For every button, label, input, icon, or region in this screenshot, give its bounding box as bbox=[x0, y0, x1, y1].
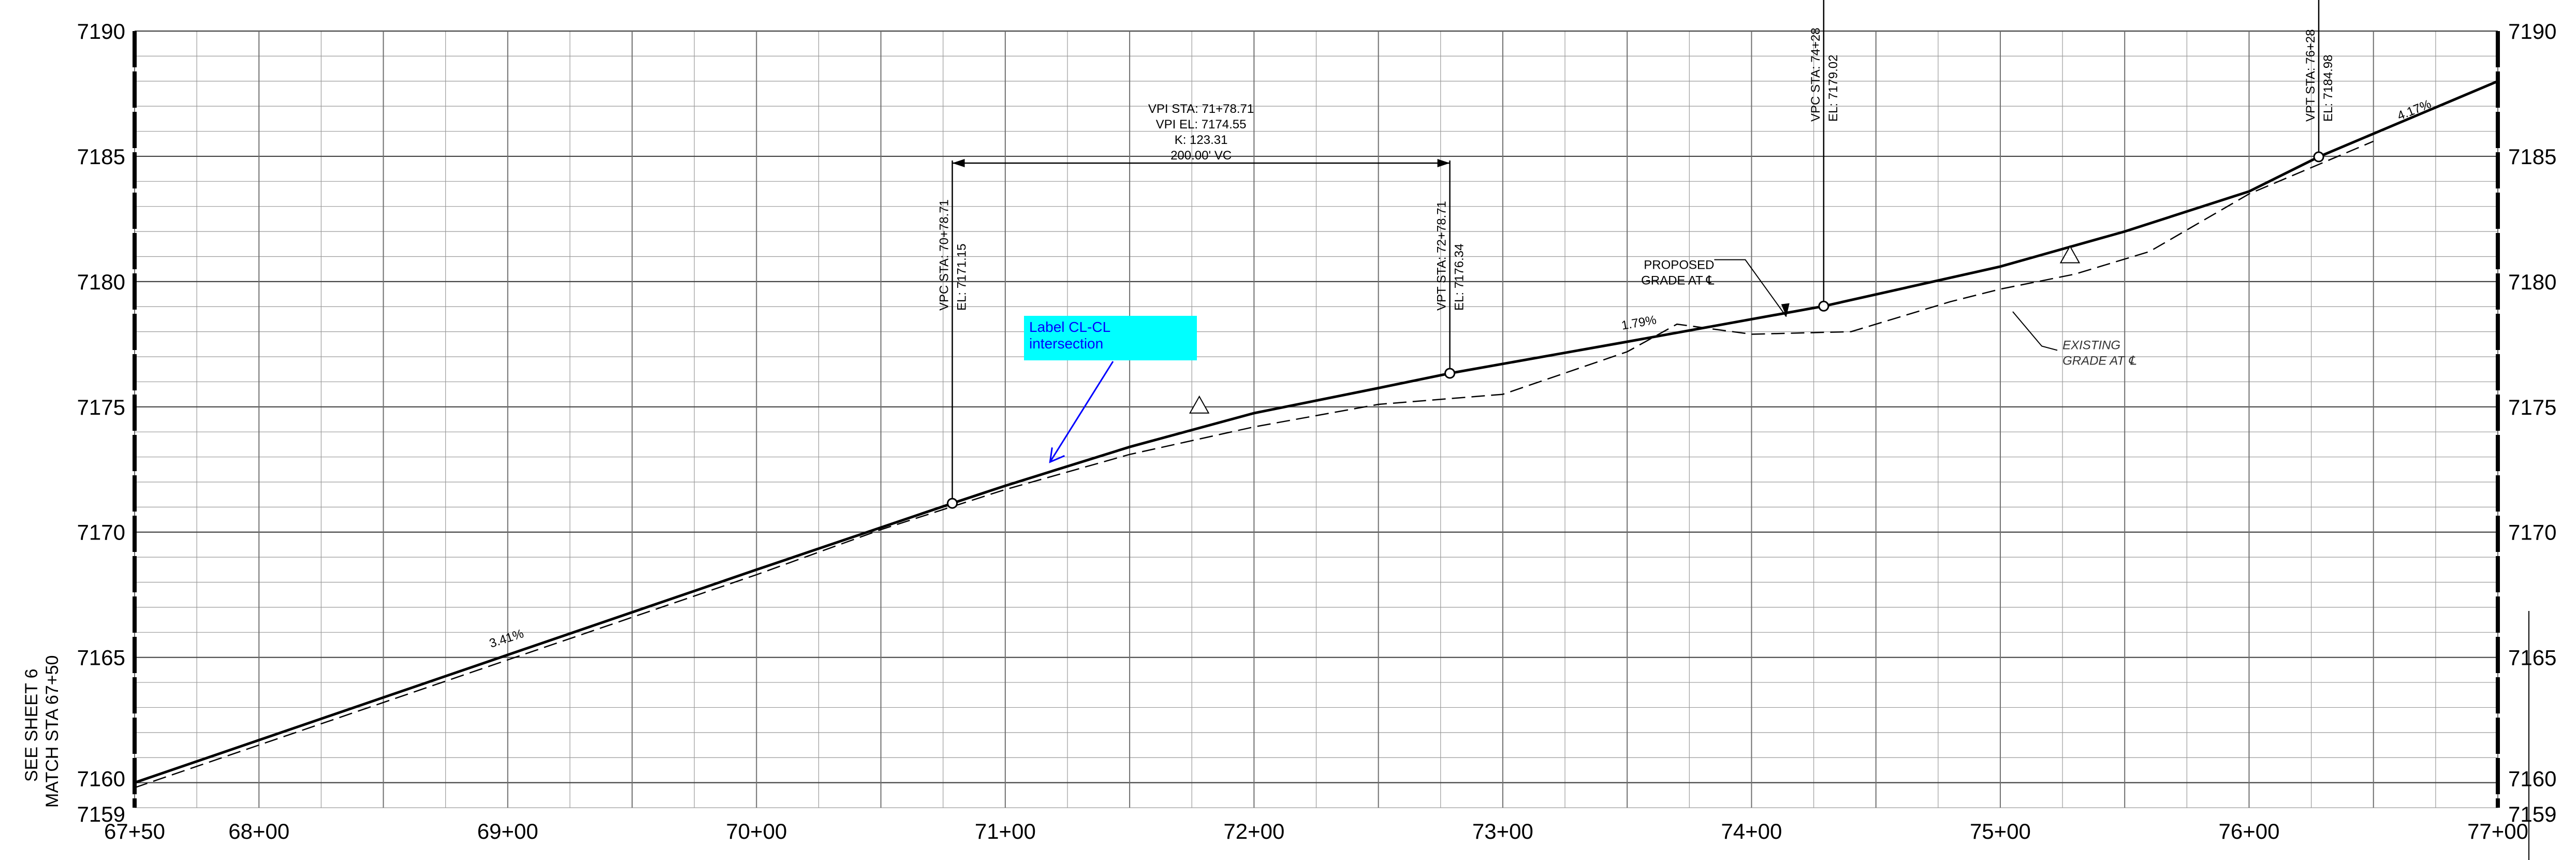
curve-data-line: VPI EL: 7174.55 bbox=[1156, 118, 1247, 132]
y-tick-label-right: 7170 bbox=[2508, 520, 2556, 545]
x-tick-label: 69+00 bbox=[477, 819, 538, 843]
vertical-point-label: VPT STA: 72+78.71 bbox=[1435, 201, 1449, 311]
vertical-point-label: EL: 7179.02 bbox=[1826, 55, 1840, 122]
x-tick-label: 70+00 bbox=[726, 819, 787, 843]
x-axis-labels: 67+50 68+00 69+00 70+00 71+00 72+00 73+00 74+00… bbox=[104, 819, 2528, 843]
x-tick-label: 76+00 bbox=[2218, 819, 2279, 843]
grade-note-line: PROPOSED bbox=[1644, 258, 1714, 272]
y-tick-label-left: 7185 bbox=[77, 144, 125, 169]
triangle-marker bbox=[1189, 395, 1210, 414]
vertical-curve-data: VPI STA: 71+78.71 VPI EL: 7174.55K: 123.3… bbox=[952, 102, 1450, 167]
proposed-grade-line bbox=[134, 80, 2498, 784]
callout-line1: Label CL-CL bbox=[1029, 319, 1111, 335]
grade-note-line: EXISTING bbox=[2062, 339, 2120, 353]
existing-note-leader bbox=[2012, 311, 2058, 351]
x-tick-label: 72+00 bbox=[1223, 819, 1284, 843]
y-tick-label-left: 7180 bbox=[77, 270, 125, 294]
vertical-point-label: VPC STA: 70+78.71 bbox=[938, 199, 952, 311]
callout-line2: intersection bbox=[1029, 336, 1104, 352]
y-tick-label-right: 7190 bbox=[2508, 19, 2556, 43]
callout-arrow-head bbox=[1049, 447, 1065, 463]
vertical-point-label: EL: 7176.34 bbox=[1453, 244, 1467, 311]
grade-label: 4.17% bbox=[2395, 97, 2433, 123]
y-tick-label-right: 7160 bbox=[2508, 767, 2556, 791]
triangle-markers bbox=[1189, 245, 2081, 414]
x-tick-label: 67+50 bbox=[104, 819, 165, 843]
callout-arrow bbox=[1049, 361, 1114, 463]
vertical-point-circle bbox=[1444, 368, 1456, 379]
y-tick-label-left: 7170 bbox=[77, 520, 125, 545]
x-tick-label: 75+00 bbox=[1970, 819, 2031, 843]
vertical-point-label: VPC STA: 74+28 bbox=[1809, 27, 1823, 122]
plot-border bbox=[133, 31, 2529, 860]
sheet-note-line1: SEE SHEET 6 bbox=[22, 668, 41, 782]
grade-label: 1.79% bbox=[1620, 313, 1658, 332]
y-tick-label-left: 7159 bbox=[77, 802, 125, 826]
vertical-point-label: VPT STA: 76+28 bbox=[2304, 29, 2318, 122]
y-axis-labels: 7190 7190 7185 7185 7180 7180 7175 7175 7170 7170… bbox=[77, 19, 2557, 826]
match-line-note: SEE SHEET 6 MATCH STA 67+50 bbox=[22, 655, 62, 808]
curve-data-line: K: 123.31 bbox=[1175, 133, 1228, 147]
y-tick-label-right: 7165 bbox=[2508, 646, 2556, 670]
x-tick-label: 77+00 bbox=[2467, 819, 2528, 843]
y-tick-label-right: 7185 bbox=[2508, 144, 2556, 169]
sheet-note-line2: MATCH STA 67+50 bbox=[42, 655, 62, 808]
vertical-point-circle bbox=[1818, 300, 1829, 312]
y-tick-label-left: 7175 bbox=[77, 395, 125, 419]
callout-box[interactable]: Label CL-CL intersection bbox=[1024, 316, 1197, 360]
x-tick-label: 71+00 bbox=[975, 819, 1036, 843]
proposed-note-arrow bbox=[1781, 303, 1790, 317]
curve-data-line: 200.00' VC bbox=[1170, 149, 1232, 163]
vertical-point-circle bbox=[947, 498, 958, 509]
triangle-marker bbox=[2059, 245, 2081, 264]
x-tick-label: 74+00 bbox=[1721, 819, 1782, 843]
y-tick-label-right: 7180 bbox=[2508, 270, 2556, 294]
grade-series bbox=[134, 80, 2498, 789]
vertical-points: VPC STA: 70+78.71 EL: 7171.15 VPT STA: 72+… bbox=[938, 0, 2335, 509]
y-tick-label-left: 7165 bbox=[77, 646, 125, 670]
y-tick-label-right: 7175 bbox=[2508, 395, 2556, 419]
y-tick-label-left: 7160 bbox=[77, 767, 125, 791]
curve-data-line: VPI STA: 71+78.71 bbox=[1148, 102, 1254, 116]
x-tick-label: 68+00 bbox=[228, 819, 289, 843]
minor-grid bbox=[135, 31, 2498, 808]
curve-arrow-right bbox=[1437, 159, 1450, 167]
grade-note-line: GRADE AT ℄ bbox=[1641, 274, 1715, 288]
vertical-point-label: EL: 7184.98 bbox=[2321, 55, 2335, 122]
existing-grade-line bbox=[134, 140, 2374, 789]
grade-note-line: GRADE AT ℄ bbox=[2062, 354, 2136, 368]
vertical-point-circle bbox=[2313, 151, 2324, 163]
x-tick-label: 73+00 bbox=[1472, 819, 1533, 843]
callout-arrow-line bbox=[1049, 361, 1114, 463]
y-tick-label-left: 7190 bbox=[77, 19, 125, 43]
curve-arrow-left bbox=[952, 159, 965, 167]
vertical-point-label: EL: 7171.15 bbox=[955, 244, 969, 311]
grade-label: 3.41% bbox=[488, 626, 525, 651]
y-tick-label-right: 7159 bbox=[2508, 802, 2556, 826]
proposed-note-leader bbox=[1714, 259, 1787, 317]
grade-labels: 3.41% 1.79% 4.17% bbox=[488, 97, 2433, 650]
